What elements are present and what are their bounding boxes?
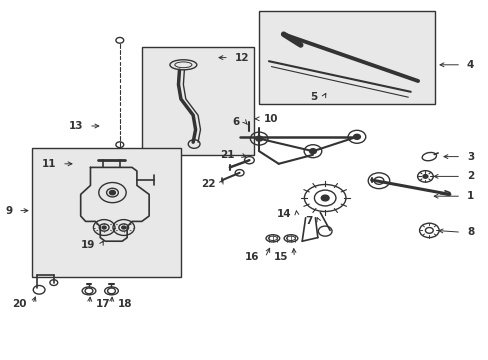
Text: 7: 7 (305, 216, 312, 226)
Circle shape (122, 226, 125, 229)
Bar (32, 148, 181, 277)
Text: 22: 22 (200, 179, 215, 189)
Circle shape (102, 226, 106, 229)
Text: 18: 18 (117, 299, 132, 309)
Bar (259, 11, 434, 104)
Text: 11: 11 (41, 159, 56, 169)
Text: 14: 14 (276, 209, 290, 219)
Text: 8: 8 (466, 227, 473, 237)
Bar (142, 47, 254, 155)
Text: 5: 5 (310, 92, 317, 102)
Circle shape (109, 190, 115, 195)
Text: 9: 9 (5, 206, 12, 216)
Text: 15: 15 (273, 252, 288, 262)
Text: 6: 6 (232, 117, 239, 127)
Text: 19: 19 (81, 240, 95, 250)
Text: 3: 3 (466, 152, 473, 162)
Text: 13: 13 (68, 121, 83, 131)
Circle shape (353, 134, 360, 139)
Circle shape (422, 175, 427, 178)
Circle shape (309, 149, 316, 154)
Circle shape (255, 136, 262, 141)
Text: 12: 12 (234, 53, 249, 63)
Text: 4: 4 (466, 60, 473, 70)
Text: 10: 10 (264, 114, 278, 124)
Text: 21: 21 (220, 150, 234, 160)
Text: 17: 17 (95, 299, 110, 309)
Text: 20: 20 (12, 299, 27, 309)
Circle shape (321, 195, 328, 201)
Text: 2: 2 (466, 171, 473, 181)
Text: 16: 16 (244, 252, 259, 262)
Text: 1: 1 (466, 191, 473, 201)
